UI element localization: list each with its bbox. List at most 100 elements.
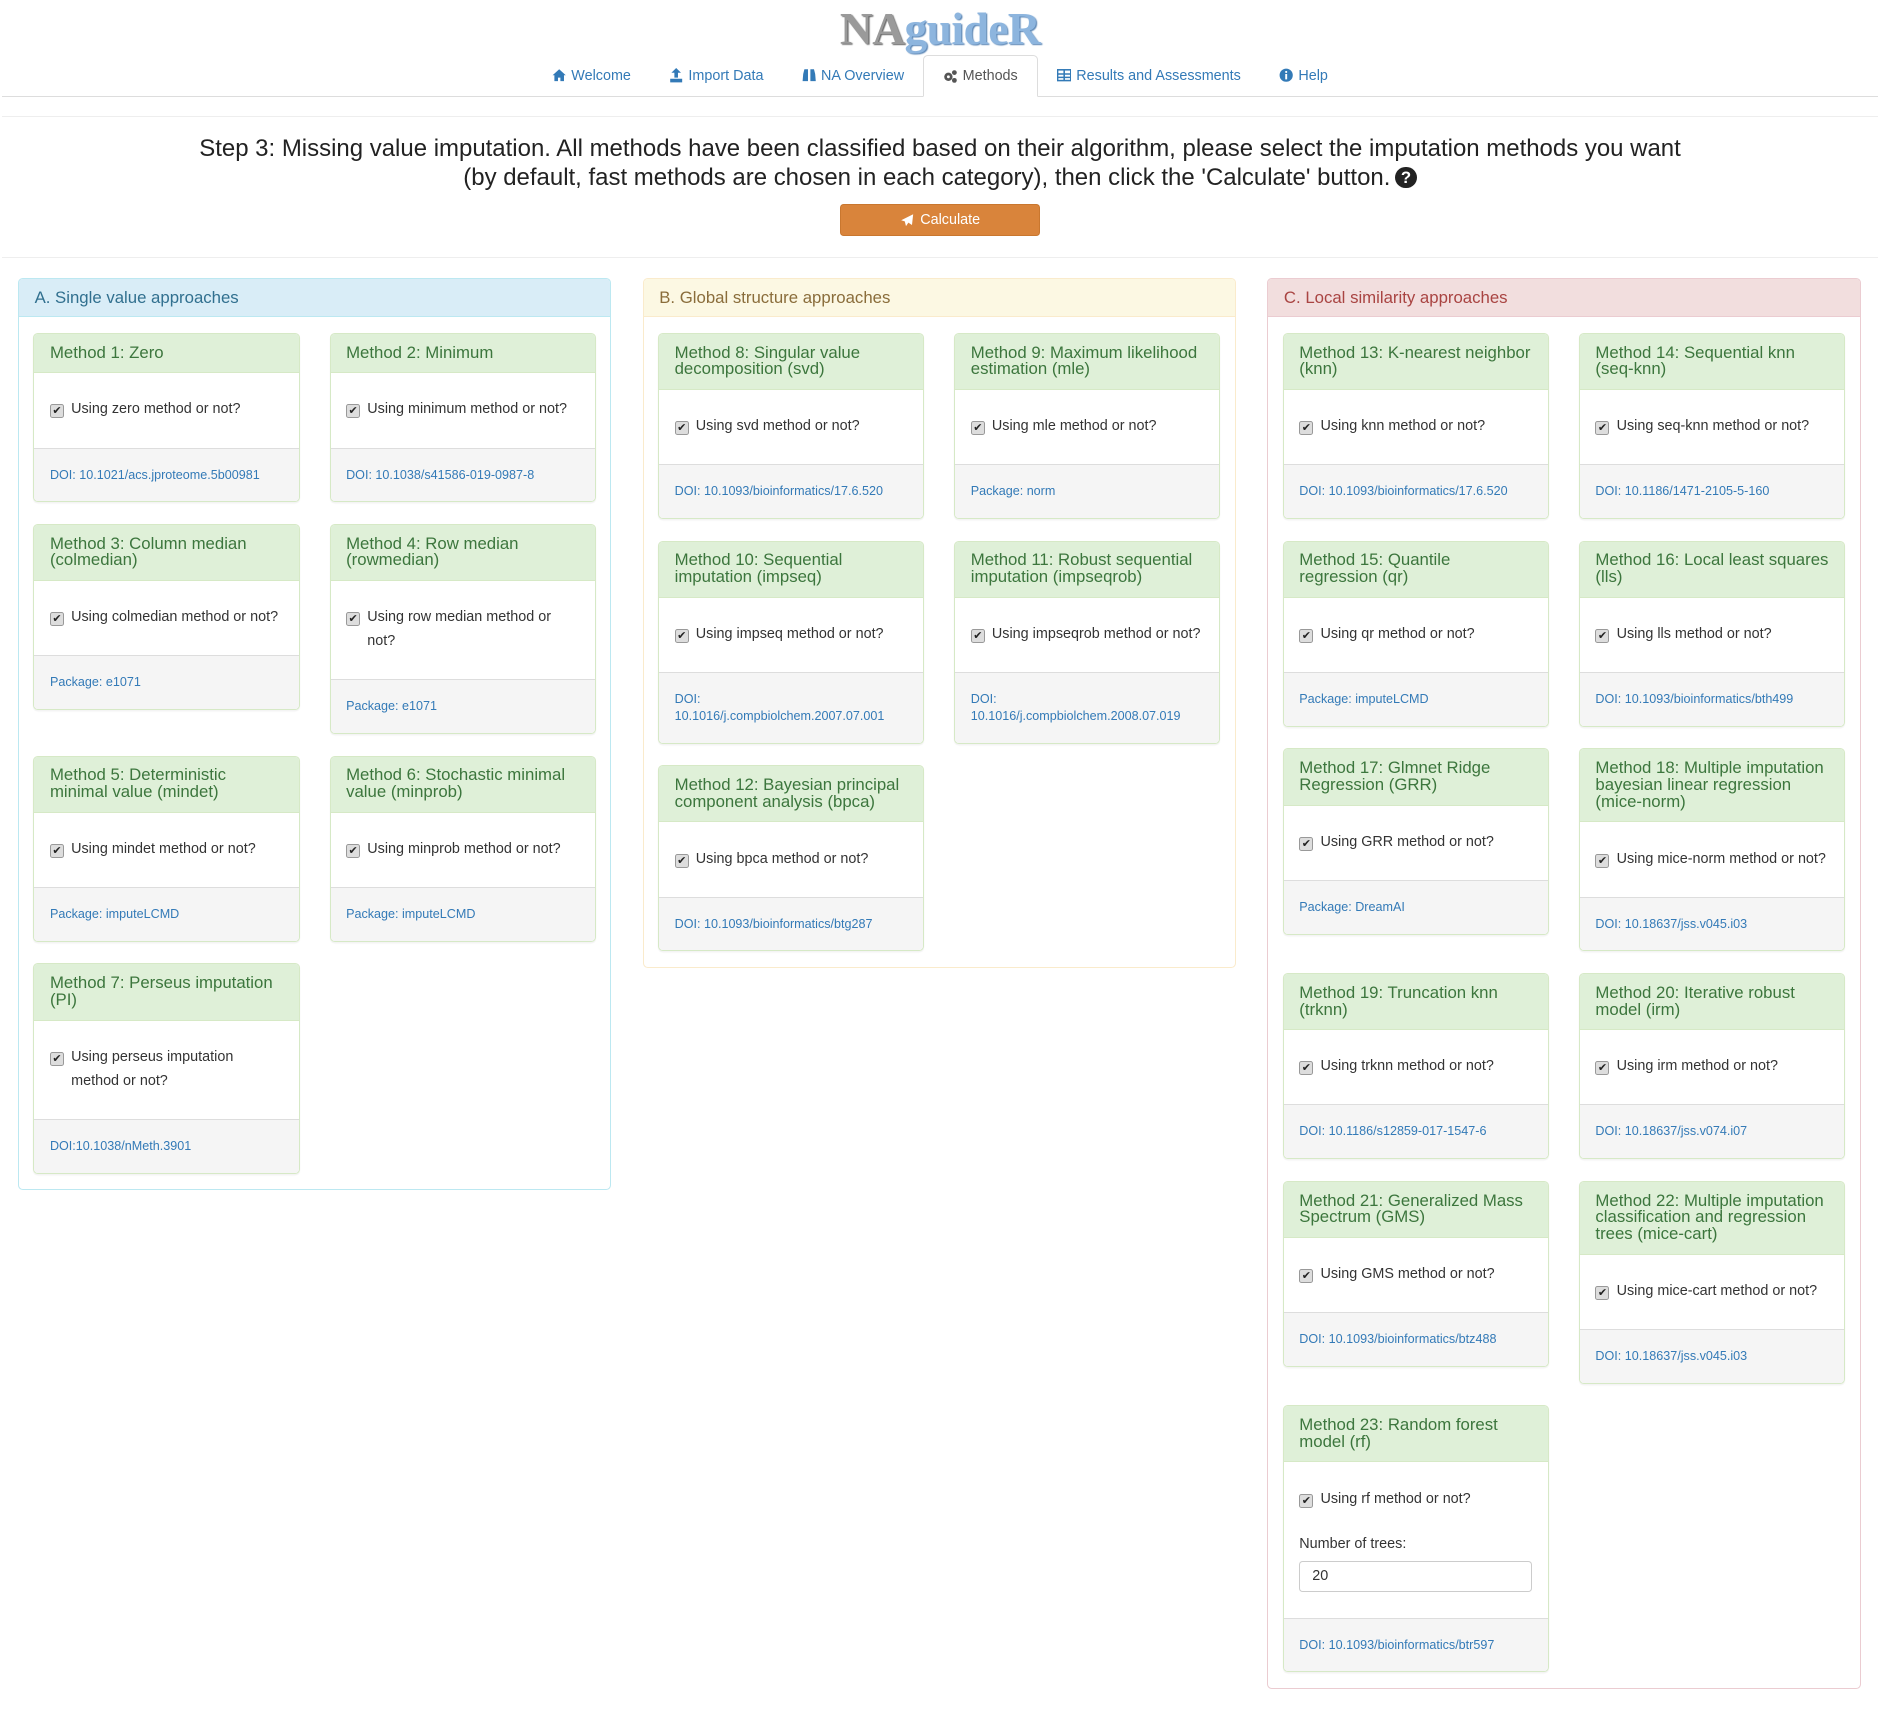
method-reference-link[interactable]: DOI:10.1038/nMeth.3901 — [34, 1118, 299, 1173]
method-title: Method 21: Generalized Mass Spectrum (GM… — [1283, 1181, 1548, 1238]
method-card: Method 2: Minimum ✔ Using minimum method o… — [329, 332, 596, 503]
checkbox-icon[interactable]: ✔ — [346, 612, 361, 627]
method-title: Method 3: Column median (colmedian) — [34, 524, 299, 582]
checkbox-icon[interactable]: ✔ — [1595, 1285, 1610, 1300]
method-card: Method 15: Quantile regression (qr) ✔ Usin… — [1282, 540, 1549, 727]
method-reference-link[interactable]: DOI: 10.1038/s41586-019-0987-8 — [330, 447, 595, 502]
method-checkbox[interactable]: ✔ Using qr method or not? — [1299, 623, 1532, 647]
checkbox-icon[interactable]: ✔ — [674, 853, 689, 868]
checkbox-icon[interactable]: ✔ — [1299, 1061, 1314, 1076]
method-checkbox[interactable]: ✔ Using irm method or not? — [1595, 1055, 1828, 1079]
tab-help[interactable]: Help — [1260, 55, 1347, 96]
checkbox-icon[interactable]: ✔ — [1299, 1493, 1314, 1508]
question-circle-icon[interactable]: ? — [1395, 166, 1417, 189]
method-reference-link[interactable]: Package: e1071 — [330, 679, 595, 734]
checkbox-icon[interactable]: ✔ — [1595, 853, 1610, 868]
method-checkbox[interactable]: ✔ Using mle method or not? — [970, 415, 1204, 439]
checkbox-icon[interactable]: ✔ — [1299, 1269, 1314, 1284]
method-checkbox[interactable]: ✔ Using impseqrob method or not? — [970, 623, 1204, 647]
method-title: Method 15: Quantile regression (qr) — [1283, 541, 1548, 598]
calculate-button[interactable]: Calculate — [840, 203, 1040, 237]
tab-import-data[interactable]: Import Data — [650, 55, 783, 96]
tab-welcome[interactable]: Welcome — [533, 55, 650, 96]
method-title: Method 17: Glmnet Ridge Regression (GRR) — [1283, 749, 1548, 806]
method-reference-link[interactable]: Package: imputeLCMD — [1283, 672, 1548, 726]
method-title: Method 11: Robust sequential imputation … — [955, 541, 1220, 598]
checkbox-icon[interactable]: ✔ — [1299, 421, 1314, 436]
method-checkbox[interactable]: ✔ Using trknn method or not? — [1299, 1055, 1532, 1079]
tab-na-overview[interactable]: NA Overview — [783, 55, 924, 96]
method-reference-link[interactable]: DOI: 10.18637/jss.v045.i03 — [1579, 1329, 1845, 1383]
method-reference-link[interactable]: Package: imputeLCMD — [34, 887, 299, 941]
cogs-icon — [944, 70, 958, 83]
method-checkbox[interactable]: ✔ Using row median method or not? — [346, 606, 579, 654]
checkbox-icon[interactable]: ✔ — [346, 843, 361, 858]
checkbox-icon[interactable]: ✔ — [1299, 836, 1314, 851]
checkbox-icon[interactable]: ✔ — [674, 628, 689, 643]
method-reference-link[interactable]: DOI: 10.1186/1471-2105-5-160 — [1579, 464, 1845, 519]
binoculars-icon — [802, 69, 816, 82]
checkbox-icon[interactable]: ✔ — [1595, 1061, 1610, 1076]
method-reference-link[interactable]: DOI: 10.1016/j.compbiolchem.2008.07.019 — [955, 672, 1220, 743]
checkbox-icon[interactable]: ✔ — [970, 628, 985, 643]
method-checkbox[interactable]: ✔ Using GMS method or not? — [1299, 1263, 1532, 1287]
checkbox-icon[interactable]: ✔ — [1299, 628, 1314, 643]
method-checkbox[interactable]: ✔ Using bpca method or not? — [674, 848, 908, 872]
method-title: Method 5: Deterministic minimal value (m… — [34, 756, 299, 813]
method-reference-link[interactable]: DOI: 10.1021/acs.jproteome.5b00981 — [34, 447, 299, 502]
main-tabs: Welcome Import Data NA Overview Methods Resu… — [2, 55, 1878, 98]
method-reference-link[interactable]: DOI: 10.18637/jss.v045.i03 — [1579, 896, 1845, 951]
checkbox-icon[interactable]: ✔ — [674, 421, 689, 436]
checkbox-icon[interactable]: ✔ — [970, 421, 985, 436]
method-reference-link[interactable]: DOI: 10.18637/jss.v074.i07 — [1579, 1104, 1845, 1159]
method-checkbox[interactable]: ✔ Using knn method or not? — [1299, 415, 1532, 439]
info-circle-icon — [1279, 68, 1293, 83]
method-checkbox[interactable]: ✔ Using impseq method or not? — [674, 623, 908, 647]
method-checkbox[interactable]: ✔ Using mice-norm method or not? — [1595, 848, 1828, 872]
method-reference-link[interactable]: DOI: 10.1093/bioinformatics/17.6.520 — [1283, 464, 1548, 519]
method-card: Method 18: Multiple imputation bayesian … — [1578, 748, 1846, 952]
number-of-trees-label: Number of trees: — [1299, 1535, 1407, 1552]
method-checkbox[interactable]: ✔ Using svd method or not? — [674, 415, 908, 439]
method-reference-link[interactable]: DOI: 10.1093/bioinformatics/btr597 — [1283, 1617, 1548, 1672]
method-card: Method 16: Local least squares (lls) ✔ Usi… — [1578, 540, 1846, 727]
method-reference-link[interactable]: DOI: 10.1186/s12859-017-1547-6 — [1283, 1104, 1548, 1159]
method-reference-link[interactable]: DOI: 10.1093/bioinformatics/btz488 — [1283, 1312, 1548, 1366]
tab-methods[interactable]: Methods — [923, 55, 1038, 98]
table-icon — [1057, 69, 1072, 82]
method-checkbox[interactable]: ✔ Using zero method or not? — [49, 398, 283, 422]
checkbox-icon[interactable]: ✔ — [49, 404, 64, 419]
method-reference-link[interactable]: DOI: 10.1016/j.compbiolchem.2007.07.001 — [659, 672, 924, 743]
number-of-trees-input[interactable]: 20 — [1299, 1561, 1532, 1593]
method-checkbox[interactable]: ✔ Using perseus imputation method or not? — [49, 1046, 283, 1094]
tab-results-and-assessments[interactable]: Results and Assessments — [1038, 55, 1260, 96]
home-icon — [552, 69, 566, 82]
method-card: Method 12: Bayesian principal component … — [658, 765, 925, 952]
method-checkbox[interactable]: ✔ Using mindet method or not? — [49, 838, 283, 862]
method-reference-link[interactable]: Package: e1071 — [34, 655, 299, 710]
checkbox-icon[interactable]: ✔ — [49, 843, 64, 858]
method-checkbox[interactable]: ✔ Using mice-cart method or not? — [1595, 1280, 1828, 1304]
checkbox-icon[interactable]: ✔ — [49, 612, 64, 627]
checkbox-icon[interactable]: ✔ — [1595, 421, 1610, 436]
method-reference-link[interactable]: Package: DreamAI — [1283, 879, 1548, 934]
method-checkbox[interactable]: ✔ Using seq-knn method or not? — [1595, 415, 1828, 439]
method-checkbox[interactable]: ✔ Using rf method or not? — [1299, 1488, 1532, 1512]
upload-icon — [670, 68, 683, 83]
method-checkbox[interactable]: ✔ Using minimum method or not? — [346, 398, 579, 422]
checkbox-icon[interactable]: ✔ — [346, 404, 361, 419]
method-reference-link[interactable]: DOI: 10.1093/bioinformatics/btg287 — [659, 896, 924, 951]
method-reference-link[interactable]: Package: norm — [955, 464, 1220, 519]
method-reference-link[interactable]: DOI: 10.1093/bioinformatics/17.6.520 — [659, 464, 924, 519]
checkbox-icon[interactable]: ✔ — [1595, 628, 1610, 643]
method-checkbox[interactable]: ✔ Using GRR method or not? — [1299, 831, 1532, 855]
method-checkbox[interactable]: ✔ Using minprob method or not? — [346, 838, 579, 862]
method-checkbox[interactable]: ✔ Using lls method or not? — [1595, 623, 1828, 647]
checkbox-icon[interactable]: ✔ — [49, 1051, 64, 1066]
divider — [2, 116, 1878, 118]
method-reference-link[interactable]: DOI: 10.1093/bioinformatics/bth499 — [1579, 672, 1845, 726]
method-reference-link[interactable]: Package: imputeLCMD — [330, 887, 595, 941]
method-title: Method 16: Local least squares (lls) — [1579, 541, 1845, 598]
method-checkbox[interactable]: ✔ Using colmedian method or not? — [49, 606, 283, 630]
method-title: Method 2: Minimum — [330, 333, 595, 374]
